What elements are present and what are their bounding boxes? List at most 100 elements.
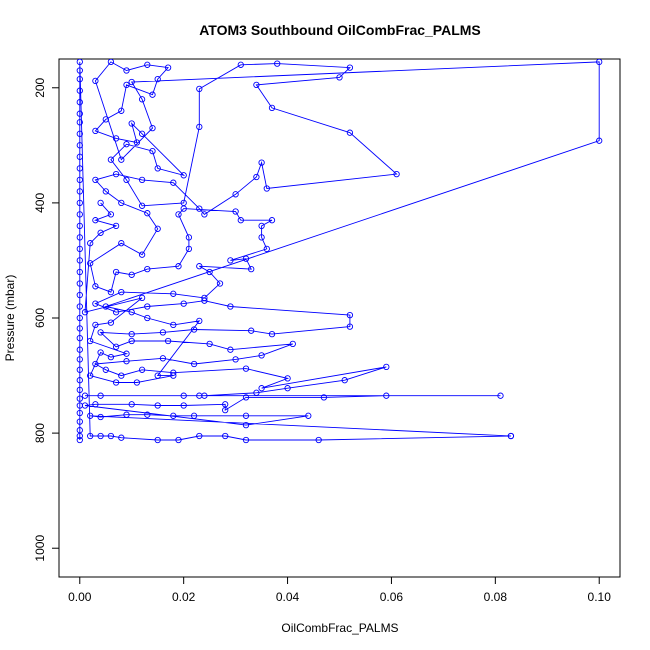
data-point [497, 392, 504, 399]
data-point [123, 176, 130, 184]
data-point [118, 288, 125, 296]
data-point [76, 87, 83, 94]
data-point [258, 385, 265, 392]
data-point [190, 326, 198, 333]
data-point [180, 392, 187, 399]
data-point [159, 329, 167, 336]
data-point [242, 421, 250, 429]
data-point [346, 64, 354, 71]
data-point [76, 222, 83, 230]
data-point [128, 271, 135, 278]
data-point [87, 372, 94, 379]
x-tick-label: 0.06 [380, 590, 404, 604]
data-point [383, 363, 390, 371]
data-point [154, 75, 161, 83]
data-point [76, 188, 83, 195]
data-point [201, 294, 208, 302]
data-point [92, 77, 99, 85]
data-point [144, 265, 151, 273]
data-point [123, 81, 130, 89]
data-point [76, 291, 83, 299]
data-point [170, 321, 177, 329]
data-point [102, 116, 109, 123]
x-axis-label: OilCombFrac_PALMS [281, 621, 398, 635]
x-axis: 0.00 0.02 0.04 0.06 0.08 0.10 [68, 576, 611, 604]
data-point [164, 337, 172, 345]
data-point [123, 411, 130, 418]
data-point [196, 317, 203, 325]
data-point [170, 290, 177, 297]
data-point [118, 199, 125, 207]
data-point [232, 208, 239, 215]
data-point [305, 412, 312, 419]
data-point [263, 185, 270, 192]
y-tick-label: 1000 [33, 535, 47, 562]
data-point [170, 412, 177, 419]
data-point [196, 432, 203, 440]
y-tick-label: 600 [33, 308, 47, 328]
data-point [97, 432, 104, 440]
data-point [201, 392, 208, 399]
data-point [180, 172, 187, 179]
data-point [128, 309, 135, 316]
data-point [112, 309, 120, 316]
data-point [97, 413, 104, 421]
data-point [346, 323, 354, 330]
data-point [76, 211, 83, 218]
data-point [248, 327, 255, 334]
y-tick-label: 400 [33, 193, 47, 213]
data-point [118, 372, 125, 379]
data-point [180, 300, 187, 307]
data-point [76, 130, 83, 137]
data-point [507, 432, 515, 440]
data-point [76, 314, 83, 322]
y-axis: 200 400 600 800 1000 [33, 77, 60, 562]
data-point [289, 340, 296, 348]
data-point [87, 432, 94, 440]
data-point [76, 303, 83, 310]
data-point [123, 358, 130, 365]
x-tick-label: 0.02 [172, 590, 196, 604]
data-point [76, 280, 83, 287]
data-point [133, 139, 141, 146]
data-point [138, 251, 146, 258]
data-point [180, 402, 187, 409]
data-point [170, 372, 177, 379]
data-point [128, 330, 135, 338]
data-point [118, 240, 125, 247]
data-point [107, 59, 115, 66]
data-point [185, 234, 193, 241]
data-point [107, 319, 115, 326]
data-point [92, 217, 99, 224]
data-point [138, 202, 146, 209]
data-point [123, 141, 130, 148]
data-point [232, 191, 239, 198]
data-point [128, 78, 135, 86]
data-point [274, 60, 281, 67]
y-tick-label: 200 [33, 77, 47, 97]
data-point [76, 110, 83, 117]
data-point [346, 129, 354, 136]
data-point [154, 402, 161, 409]
data-point [76, 257, 83, 264]
data-point [253, 81, 260, 89]
data-point [76, 325, 83, 332]
data-point [258, 352, 265, 359]
data-point [242, 412, 250, 419]
data-point [76, 59, 83, 66]
data-point [107, 156, 115, 163]
data-point [144, 411, 151, 418]
data-point [87, 240, 94, 247]
data-point [138, 96, 146, 103]
data-point [237, 217, 244, 224]
data-point [81, 392, 89, 399]
data-point [112, 170, 120, 178]
data-point [76, 268, 83, 276]
data-point [320, 394, 328, 401]
data-point [232, 356, 239, 363]
data-point [112, 268, 120, 276]
chart-title: ATOM3 Southbound OilCombFrac_PALMS [199, 22, 481, 38]
data-point [253, 173, 260, 181]
data-point [76, 245, 83, 253]
data-point [144, 314, 151, 322]
